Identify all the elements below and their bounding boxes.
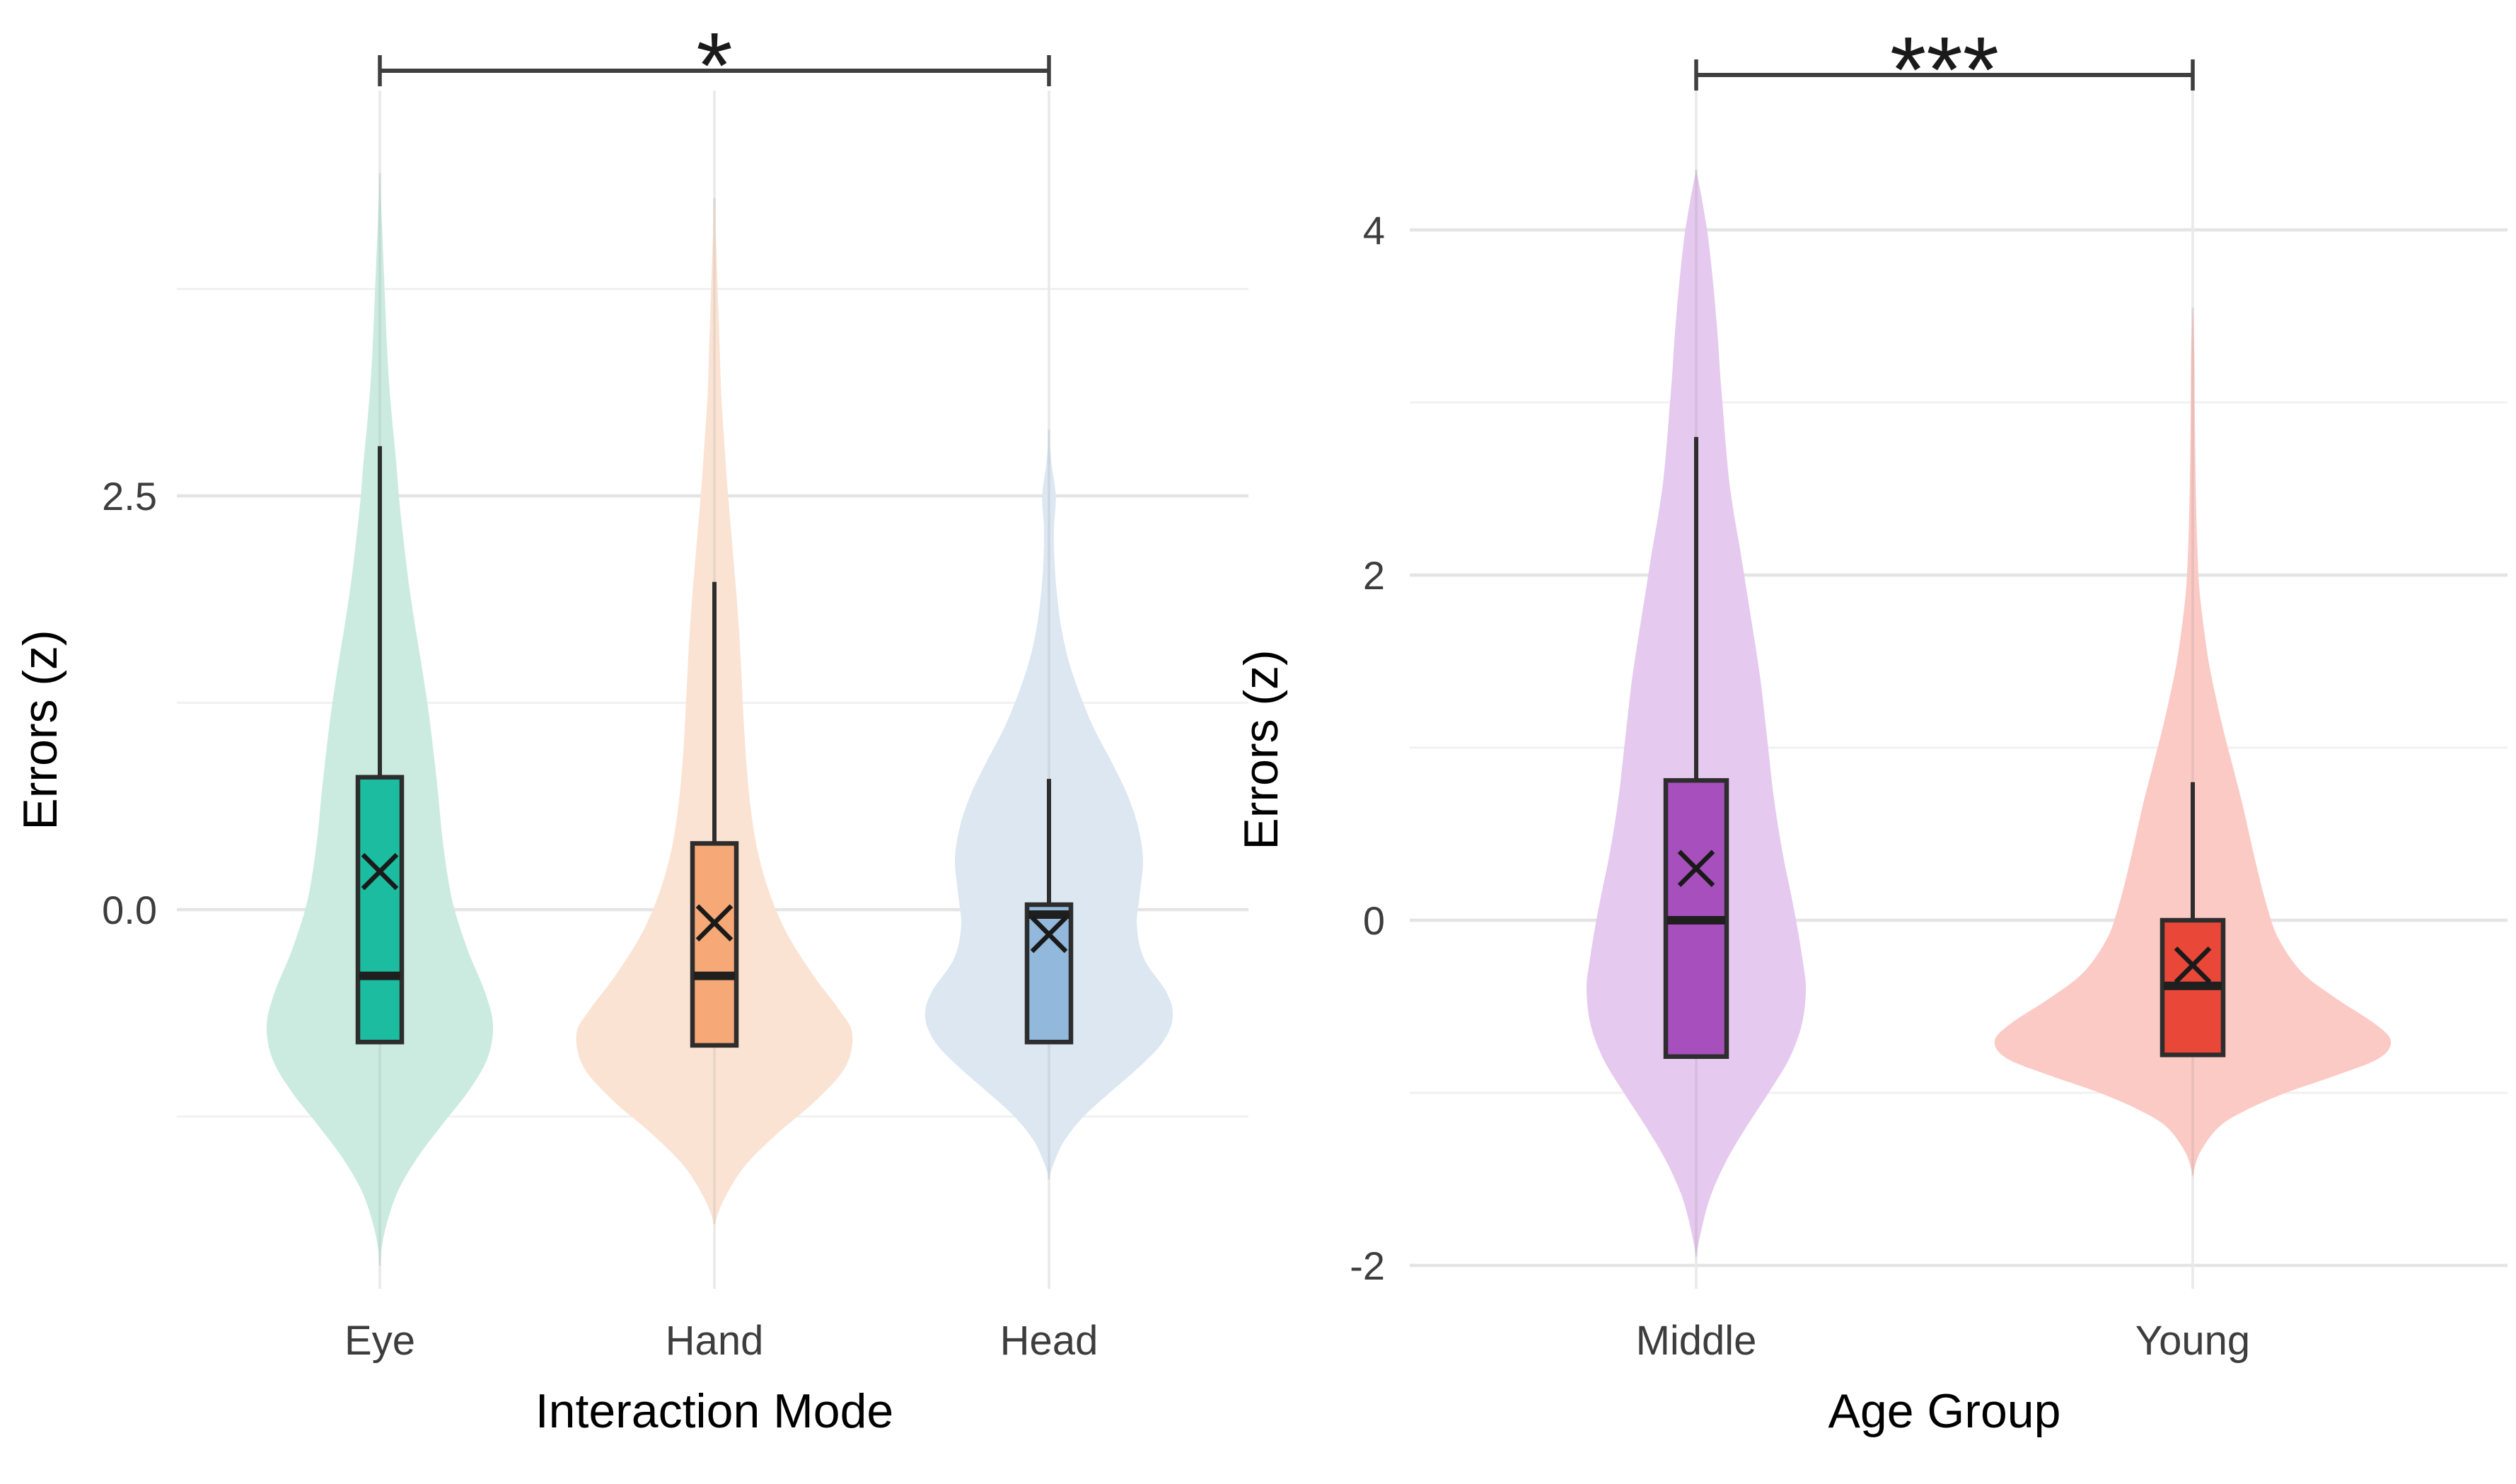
right-significance-label: ***	[1890, 18, 1999, 122]
left-y-axis-title: Errors (z)	[13, 630, 67, 830]
y-tick-label: 0.0	[102, 888, 157, 932]
x-tick-label-head: Head	[1000, 1318, 1098, 1364]
x-tick-label-hand: Hand	[666, 1318, 764, 1364]
mean-x-marker-hand	[695, 904, 734, 942]
y-tick-label: 0	[1363, 898, 1385, 943]
box-hand	[690, 841, 739, 1048]
mean-x-marker-eye	[361, 852, 399, 891]
x-tick-label-eye: Eye	[344, 1318, 415, 1364]
mean-x-marker-young	[2174, 946, 2212, 984]
box-eye	[355, 775, 405, 1045]
x-tick-label-young: Young	[2135, 1318, 2250, 1364]
left-significance-label: *	[696, 13, 732, 117]
violin-young	[1994, 307, 2392, 1179]
y-tick-label: 2.5	[102, 474, 157, 518]
panel-interaction-mode: 0.0 2.5 Eye Hand Head	[102, 55, 1248, 1364]
mean-x-marker-head	[1030, 915, 1068, 953]
mean-x-marker-middle	[1677, 850, 1715, 888]
y-tick-label: 2	[1363, 553, 1385, 598]
right-x-axis-title: Age Group	[1828, 1384, 2061, 1438]
right-y-axis-title: Errors (z)	[1234, 649, 1288, 850]
x-tick-label-middle: Middle	[1636, 1318, 1757, 1364]
box-head	[1024, 902, 1074, 1045]
y-tick-label: -2	[1350, 1244, 1385, 1288]
panel-age-group: -2 0 2 4 Middle Young	[1350, 59, 2508, 1364]
y-tick-label: 4	[1363, 208, 1385, 253]
left-x-axis-title: Interaction Mode	[535, 1384, 894, 1438]
